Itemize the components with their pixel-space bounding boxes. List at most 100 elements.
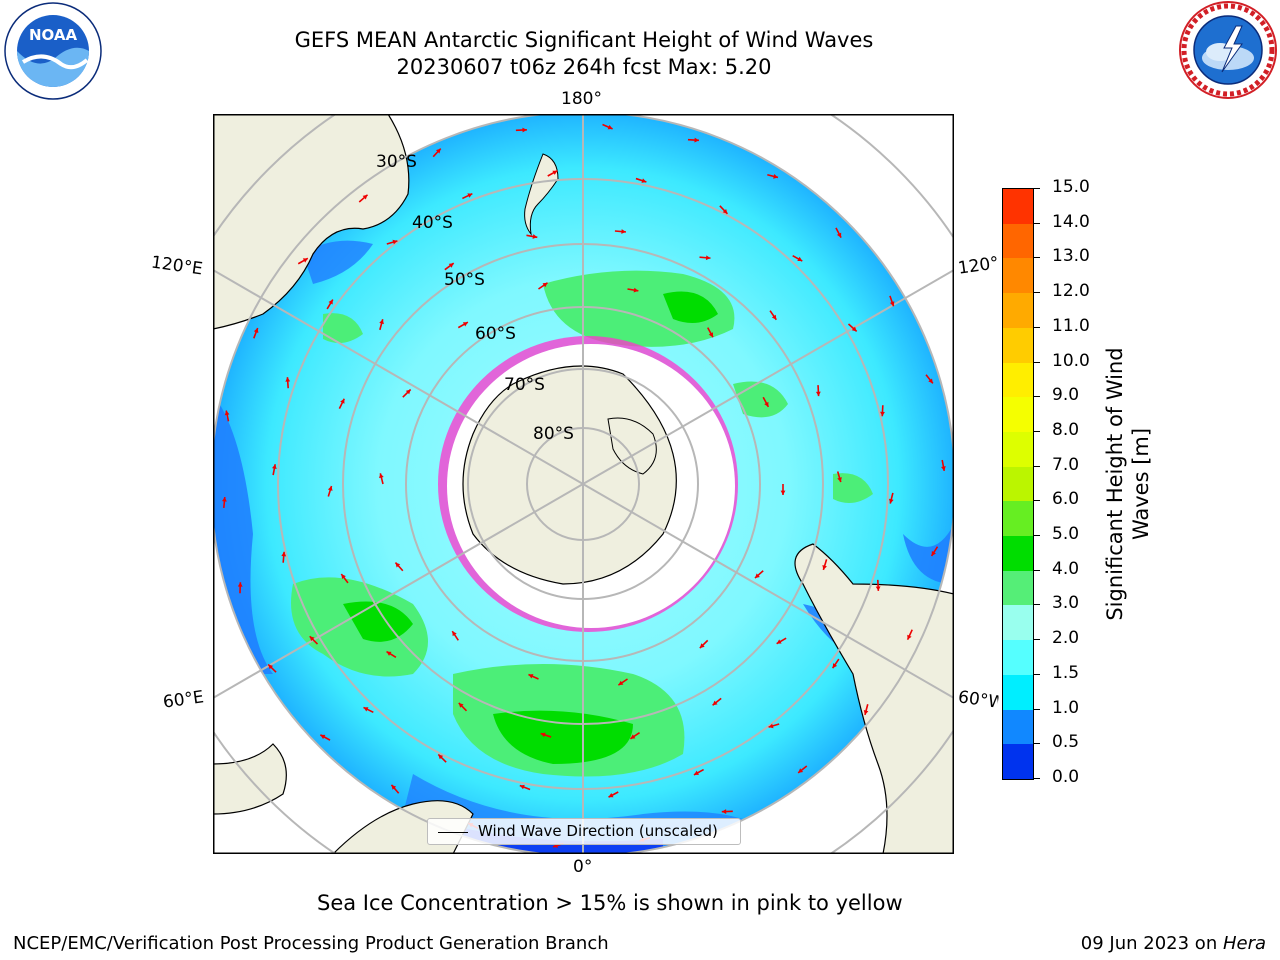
colorbar-tick-mark <box>1034 292 1040 294</box>
wind-wave-arrowhead <box>607 124 613 130</box>
colorbar-segment <box>1003 536 1033 572</box>
wind-wave-arrowhead <box>540 732 546 738</box>
wind-wave-arrowhead <box>452 631 457 637</box>
wind-wave-arrowhead <box>552 170 558 175</box>
colorbar-segment <box>1003 327 1033 364</box>
wind-wave-arrowhead <box>438 754 444 760</box>
lon-label-180: 180° <box>561 89 602 109</box>
lon-label-120e: 120°E <box>149 252 204 280</box>
colorbar-segment <box>1003 605 1033 641</box>
colorbar <box>1002 188 1034 780</box>
wind-wave-arrowhead <box>253 327 259 333</box>
chart-title: GEFS MEAN Antarctic Significant Height o… <box>294 28 874 52</box>
wind-wave-arrowhead <box>272 464 277 470</box>
wind-wave-arrowhead <box>764 401 769 407</box>
wind-wave-arrowhead <box>798 768 804 773</box>
lon-label-0: 0° <box>573 857 593 877</box>
wind-wave-arrowhead <box>836 232 842 238</box>
wind-wave-arrowhead <box>928 378 933 384</box>
wind-wave-arrowhead <box>532 234 538 239</box>
wind-wave-arrowhead <box>462 322 468 327</box>
wind-wave-arrowhead <box>822 564 827 570</box>
wind-wave-arrowhead <box>363 707 369 712</box>
colorbar-segment <box>1003 189 1033 225</box>
colorbar-tick-label: 15.0 <box>1052 177 1090 197</box>
colorbar-tick-mark <box>1034 778 1040 779</box>
wind-wave-arrowhead <box>641 178 647 183</box>
colorbar-segment <box>1003 258 1033 294</box>
colorbar-tick-mark <box>1034 500 1040 502</box>
wind-wave-arrowhead <box>780 490 786 495</box>
colorbar-tick-mark <box>1034 569 1040 571</box>
lat-label-30s: 30°S <box>376 152 417 172</box>
lat-label-60s: 60°S <box>475 324 516 344</box>
wind-wave-arrowhead <box>832 663 838 669</box>
wind-wave-arrowhead <box>542 282 548 288</box>
wind-wave-arrowhead <box>341 574 346 580</box>
colorbar-tick-mark <box>1034 326 1040 328</box>
lat-label-50s: 50°S <box>444 270 485 290</box>
wind-wave-arrowhead <box>630 734 636 739</box>
wind-wave-arrowhead <box>285 377 291 382</box>
wind-wave-arrowhead <box>773 174 778 179</box>
wind-wave-arrowhead <box>522 127 527 133</box>
wind-wave-arrowhead <box>237 582 243 587</box>
wind-wave-arrowhead <box>722 208 728 214</box>
footer-date: 09 Jun 2023 on Hera <box>1081 933 1266 954</box>
wind-wave-arrowhead <box>875 586 881 591</box>
colorbar-tick-mark <box>1034 535 1040 537</box>
wind-wave-arrowhead <box>224 410 230 416</box>
wind-wave-arrowhead <box>395 562 401 568</box>
antarctica <box>438 336 738 632</box>
lon-label-60w: 60°W <box>956 687 1000 713</box>
colorbar-tick-label: 1.5 <box>1052 662 1080 683</box>
wind-wave-arrowhead <box>618 680 624 686</box>
wind-wave-arrowhead <box>705 255 711 261</box>
wind-wave-arrowhead <box>405 389 411 395</box>
wind-wave-arrowhead <box>392 239 398 245</box>
wind-wave-arrowhead <box>268 664 274 670</box>
wind-wave-arrowhead <box>519 784 525 790</box>
colorbar-tick-label: 13.0 <box>1052 246 1090 267</box>
wind-wave-arrowhead <box>362 194 368 200</box>
footer-date-text: 09 Jun 2023 on <box>1080 933 1223 954</box>
wind-wave-arrowhead <box>633 287 639 293</box>
colorbar-tick-label: 11.0 <box>1052 315 1090 336</box>
wind-wave-arrowhead <box>863 710 869 715</box>
colorbar-tick-label: 10.0 <box>1052 350 1090 371</box>
map-legend: Wind Wave Direction (unscaled) <box>427 818 741 845</box>
wind-wave-arrowhead <box>281 551 287 557</box>
lon-label-60e: 60°E <box>161 687 206 713</box>
wind-wave-arrowhead <box>379 319 384 325</box>
wind-wave-arrowhead <box>837 477 842 483</box>
wind-wave-arrowhead <box>328 299 333 305</box>
wind-wave-arrowhead <box>768 723 774 729</box>
wind-wave-arrowhead <box>309 636 315 642</box>
wind-wave-arrowhead <box>448 263 454 268</box>
chart-subtitle: 20230607 t06z 264h fcst Max: 5.20 <box>396 55 772 79</box>
lat-label-70s: 70°S <box>504 375 545 395</box>
wind-wave-arrowhead <box>467 193 473 198</box>
wind-wave-arrowhead <box>435 148 441 154</box>
colorbar-tick-label: 8.0 <box>1052 419 1080 440</box>
footer-branch: NCEP/EMC/Verification Post Processing Pr… <box>13 933 609 954</box>
wind-wave-arrowhead <box>302 258 308 263</box>
colorbar-segment <box>1003 709 1033 745</box>
wind-wave-arrowhead <box>708 332 713 338</box>
colorbar-tick-label: 3.0 <box>1052 593 1080 614</box>
wind-wave-arrowhead <box>386 651 392 656</box>
colorbar-segment <box>1003 674 1033 711</box>
wind-wave-arrowhead <box>931 550 936 556</box>
colorbar-ticks: 15.0 14.0 13.0 12.0 11.0 10.0 9.0 8.0 7.0 6.0 5.0 4… <box>1034 177 1094 787</box>
wind-wave-arrowhead <box>320 734 326 740</box>
colorbar-tick-mark <box>1034 639 1040 641</box>
wind-wave-arrowhead <box>880 411 885 417</box>
wind-wave-arrowhead <box>776 639 782 644</box>
colorbar-tick-label: 14.0 <box>1052 211 1090 232</box>
wind-wave-arrows <box>222 123 946 848</box>
colorbar-tick-mark <box>1034 465 1040 467</box>
polar-map-svg <box>213 114 954 854</box>
wind-wave-arrowhead <box>941 466 946 471</box>
colorbar-segment <box>1003 397 1033 433</box>
wind-wave-arrowhead <box>693 770 699 775</box>
